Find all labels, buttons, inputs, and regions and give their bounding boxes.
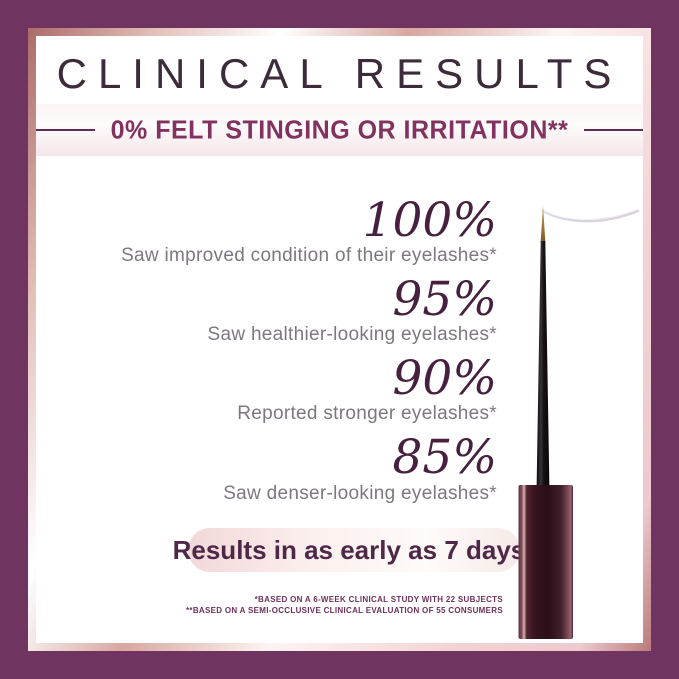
stat-item: 100% Saw improved condition of their eye…: [121, 193, 497, 267]
results-timeline-pill: Results in as early as 7 days*: [173, 528, 535, 572]
disclaimer-block: *BASED ON A 6-WEEK CLINICAL STUDY WITH 2…: [186, 594, 503, 616]
stat-label: Reported stronger eyelashes*: [237, 403, 497, 425]
rose-gold-frame: CLINICAL RESULTS 0% FELT STINGING OR IRR…: [28, 28, 651, 651]
results-timeline-text: Results in as early as 7 days*: [172, 534, 536, 565]
clinical-stats-list: 100% Saw improved condition of their eye…: [121, 193, 498, 516]
banner-divider-left: [36, 129, 95, 131]
stat-item: 95% Saw healthier-looking eyelashes*: [121, 272, 498, 346]
eyelash-strand-highlight: [542, 208, 639, 220]
disclaimer-line: **BASED ON A SEMI-OCCLUSIVE CLINICAL EVA…: [186, 606, 503, 616]
claim-banner-text: 0% FELT STINGING OR IRRITATION**: [110, 114, 569, 145]
stat-value: 95%: [392, 272, 497, 328]
stat-label: Saw denser-looking eyelashes*: [223, 482, 497, 504]
stat-item: 85% Saw denser-looking eyelashes*: [121, 430, 497, 504]
eyelash-strand: [541, 209, 640, 223]
stat-item: 90% Reported stronger eyelashes*: [121, 351, 497, 425]
stat-value: 90%: [392, 351, 497, 407]
claim-banner: 0% FELT STINGING OR IRRITATION**: [36, 104, 643, 156]
stat-value: 85%: [392, 430, 497, 486]
ad-content-area: CLINICAL RESULTS 0% FELT STINGING OR IRR…: [36, 36, 643, 643]
wand-stem: [536, 241, 550, 487]
banner-divider-right: [584, 129, 643, 131]
brush-tip: [540, 205, 546, 243]
page-title: CLINICAL RESULTS: [56, 50, 623, 97]
stat-label: Saw healthier-looking eyelashes*: [207, 324, 497, 346]
stat-value: 100%: [362, 193, 497, 248]
disclaimer-line: *BASED ON A 6-WEEK CLINICAL STUDY WITH 2…: [254, 595, 503, 604]
stat-label: Saw improved condition of their eyelashe…: [121, 245, 497, 267]
